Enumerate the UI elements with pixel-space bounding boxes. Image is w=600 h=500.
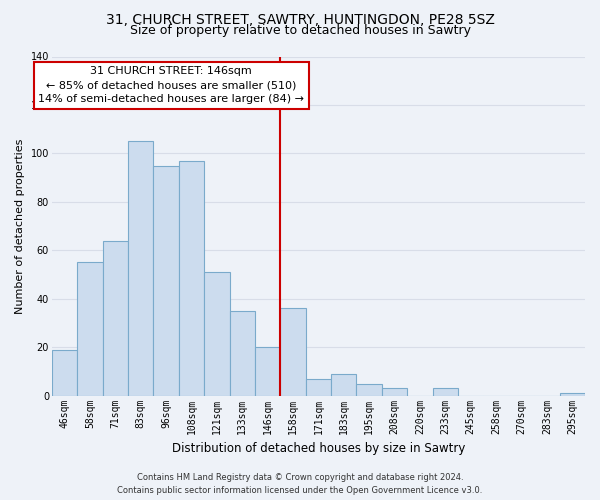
X-axis label: Distribution of detached houses by size in Sawtry: Distribution of detached houses by size … <box>172 442 465 455</box>
Bar <box>179 160 204 396</box>
Text: Contains HM Land Registry data © Crown copyright and database right 2024.
Contai: Contains HM Land Registry data © Crown c… <box>118 474 482 495</box>
Text: Size of property relative to detached houses in Sawtry: Size of property relative to detached ho… <box>130 24 470 37</box>
Bar <box>255 347 280 396</box>
Bar <box>356 384 382 396</box>
Bar <box>382 388 407 396</box>
Bar <box>331 374 356 396</box>
Bar <box>52 350 77 396</box>
Bar <box>77 262 103 396</box>
Bar <box>560 393 585 396</box>
Bar <box>280 308 306 396</box>
Bar <box>128 142 154 396</box>
Bar <box>154 166 179 396</box>
Y-axis label: Number of detached properties: Number of detached properties <box>15 138 25 314</box>
Bar <box>204 272 230 396</box>
Bar <box>306 378 331 396</box>
Text: 31, CHURCH STREET, SAWTRY, HUNTINGDON, PE28 5SZ: 31, CHURCH STREET, SAWTRY, HUNTINGDON, P… <box>106 12 494 26</box>
Bar <box>433 388 458 396</box>
Bar <box>230 311 255 396</box>
Text: 31 CHURCH STREET: 146sqm
← 85% of detached houses are smaller (510)
14% of semi-: 31 CHURCH STREET: 146sqm ← 85% of detach… <box>38 66 304 104</box>
Bar <box>103 240 128 396</box>
